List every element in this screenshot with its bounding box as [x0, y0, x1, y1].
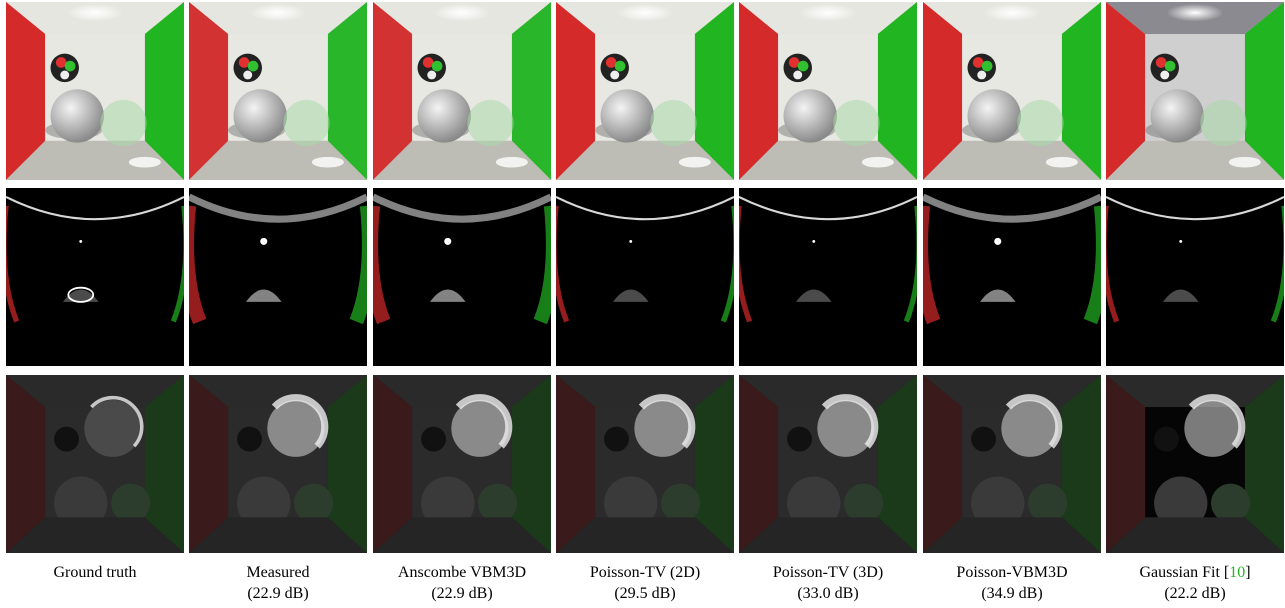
- caption-measured: Measured (22.9 dB): [189, 562, 367, 604]
- panel-gauss-row1: [1106, 2, 1284, 180]
- panel-measured-row3: [189, 375, 367, 553]
- caption-poisson-vbm3d: Poisson-VBM3D (34.9 dB): [923, 562, 1101, 604]
- panel-tv2d-row3: [556, 375, 734, 553]
- caption-poisson-tv-2d: Poisson-TV (2D) (29.5 dB): [556, 562, 734, 604]
- panel-measured-row2: [189, 188, 367, 366]
- panel-anscombe-row2: [373, 188, 551, 366]
- caption-psnr: (29.5 dB): [614, 585, 676, 602]
- caption-method: Anscombe VBM3D: [397, 564, 527, 581]
- caption-method: Poisson-VBM3D: [956, 564, 1068, 581]
- caption-method: Poisson-TV (2D): [589, 564, 701, 581]
- caption-ground-truth: Ground truth: [6, 562, 184, 583]
- caption-method: Gaussian Fit [: [1139, 564, 1230, 581]
- caption-method-line: Gaussian Fit [10]: [1106, 562, 1284, 583]
- panel-anscombe-row1: [373, 2, 551, 180]
- panel-gt-row3: [6, 375, 184, 553]
- panel-gt-row1: [6, 2, 184, 180]
- caption-psnr: (34.9 dB): [981, 585, 1043, 602]
- panel-measured-row1: [189, 2, 367, 180]
- panel-vbm3d-row1: [923, 2, 1101, 180]
- caption-psnr: (22.9 dB): [247, 585, 309, 602]
- panel-tv3d-row3: [739, 375, 917, 553]
- panel-tv2d-row2: [556, 188, 734, 366]
- citation-link[interactable]: 10: [1229, 564, 1246, 581]
- panel-tv3d-row1: [739, 2, 917, 180]
- panel-gauss-row2: [1106, 188, 1284, 366]
- panel-vbm3d-row2: [923, 188, 1101, 366]
- caption-bracket: ]: [1245, 564, 1251, 581]
- caption-anscombe-vbm3d: Anscombe VBM3D (22.9 dB): [373, 562, 551, 604]
- caption-psnr: (22.9 dB): [431, 585, 493, 602]
- caption-method: Measured: [246, 564, 310, 581]
- panel-vbm3d-row3: [923, 375, 1101, 553]
- caption-psnr: (33.0 dB): [797, 585, 859, 602]
- caption-gaussian-fit: Gaussian Fit [10] (22.2 dB): [1106, 562, 1284, 604]
- caption-method: Poisson-TV (3D): [772, 564, 884, 581]
- caption-psnr: (22.2 dB): [1164, 585, 1226, 602]
- caption-method: Ground truth: [53, 564, 137, 581]
- panel-tv3d-row2: [739, 188, 917, 366]
- panel-anscombe-row3: [373, 375, 551, 553]
- panel-tv2d-row1: [556, 2, 734, 180]
- caption-poisson-tv-3d: Poisson-TV (3D) (33.0 dB): [739, 562, 917, 604]
- panel-gt-row2: [6, 188, 184, 366]
- panel-gauss-row3: [1106, 375, 1284, 553]
